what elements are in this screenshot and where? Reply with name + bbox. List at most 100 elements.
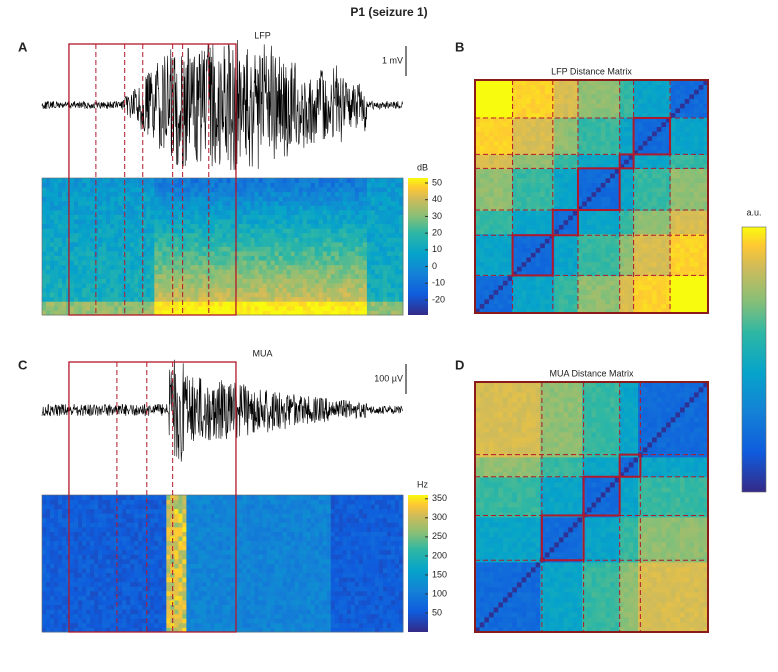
heatmap-cell — [379, 265, 383, 270]
heatmap-cell — [154, 274, 158, 279]
matrix-cell — [554, 201, 559, 206]
matrix-cell — [596, 159, 601, 164]
heatmap-cell — [223, 215, 227, 220]
heatmap-cell — [110, 183, 114, 188]
matrix-cell — [531, 220, 536, 225]
heatmap-cell — [359, 251, 363, 256]
matrix-cell — [480, 266, 485, 271]
heatmap-cell — [247, 274, 251, 279]
matrix-cell — [629, 113, 634, 118]
heatmap-cell — [267, 205, 271, 210]
heatmap-cell — [251, 242, 255, 247]
matrix-cell — [605, 210, 610, 215]
heatmap-cell — [50, 201, 54, 206]
matrix-cell — [615, 85, 620, 90]
matrix-cell — [633, 192, 638, 197]
matrix-cell — [522, 243, 527, 248]
heatmap-cell — [231, 297, 235, 302]
heatmap-cell — [291, 288, 295, 293]
matrix-cell — [671, 294, 676, 299]
heatmap-cell — [387, 301, 391, 306]
heatmap-cell — [283, 224, 287, 229]
heatmap-cell — [315, 224, 319, 229]
heatmap-cell — [239, 196, 243, 201]
matrix-cell — [498, 220, 503, 225]
matrix-cell — [540, 145, 545, 150]
heatmap-cell — [194, 183, 198, 188]
heatmap-cell — [214, 301, 218, 306]
matrix-cell — [540, 173, 545, 178]
matrix-cell — [489, 294, 494, 299]
heatmap-cell — [255, 306, 259, 311]
matrix-cell — [605, 183, 610, 188]
matrix-cell — [494, 169, 499, 174]
heatmap-cell — [251, 297, 255, 302]
matrix-cell — [680, 210, 685, 215]
heatmap-cell — [102, 183, 106, 188]
heatmap-cell — [235, 224, 239, 229]
heatmap-cell — [307, 301, 311, 306]
heatmap-cell — [46, 215, 50, 220]
matrix-cell — [638, 210, 643, 215]
matrix-cell — [582, 178, 587, 183]
matrix-cell — [573, 294, 578, 299]
heatmap-cell — [379, 288, 383, 293]
heatmap-cell — [391, 260, 395, 265]
heatmap-cell — [239, 233, 243, 238]
heatmap-cell — [78, 297, 82, 302]
heatmap-cell — [239, 247, 243, 252]
heatmap-cell — [331, 310, 335, 315]
matrix-cell — [675, 276, 680, 281]
matrix-cell — [522, 145, 527, 150]
matrix-cell — [596, 266, 601, 271]
matrix-cell — [494, 294, 499, 299]
heatmap-cell — [223, 242, 227, 247]
matrix-cell — [661, 299, 666, 304]
heatmap-cell — [295, 274, 299, 279]
matrix-cell — [652, 122, 657, 127]
heatmap-cell — [42, 297, 46, 302]
matrix-cell — [647, 108, 652, 113]
matrix-cell — [536, 85, 541, 90]
heatmap-cell — [118, 247, 122, 252]
heatmap-cell — [347, 224, 351, 229]
matrix-cell — [675, 215, 680, 220]
matrix-cell — [526, 89, 531, 94]
matrix-cell — [508, 276, 513, 281]
matrix-cell — [494, 131, 499, 136]
matrix-cell — [657, 299, 662, 304]
heatmap-cell — [359, 205, 363, 210]
heatmap-cell — [347, 192, 351, 197]
heatmap-cell — [235, 187, 239, 192]
heatmap-cell — [339, 228, 343, 233]
heatmap-cell — [255, 196, 259, 201]
matrix-cell — [615, 257, 620, 262]
heatmap-cell — [375, 228, 379, 233]
matrix-cell — [601, 113, 606, 118]
matrix-cell — [554, 248, 559, 253]
heatmap-cell — [383, 269, 387, 274]
heatmap-cell — [138, 237, 142, 242]
matrix-cell — [629, 178, 634, 183]
heatmap-cell — [130, 215, 134, 220]
matrix-cell — [540, 178, 545, 183]
heatmap-cell — [227, 233, 231, 238]
matrix-cell — [605, 304, 610, 309]
heatmap-cell — [331, 215, 335, 220]
heatmap-cell — [190, 297, 194, 302]
matrix-cell — [647, 192, 652, 197]
heatmap-cell — [86, 251, 90, 256]
matrix-cell — [638, 113, 643, 118]
matrix-cell — [503, 122, 508, 127]
matrix-cell — [568, 294, 573, 299]
heatmap-cell — [323, 187, 327, 192]
heatmap-cell — [190, 265, 194, 270]
matrix-cell — [503, 257, 508, 262]
heatmap-cell — [311, 256, 315, 261]
heatmap-cell — [391, 187, 395, 192]
heatmap-cell — [275, 310, 279, 315]
heatmap-cell — [198, 251, 202, 256]
matrix-cell — [680, 103, 685, 108]
matrix-cell — [592, 285, 597, 290]
heatmap-cell — [319, 278, 323, 283]
